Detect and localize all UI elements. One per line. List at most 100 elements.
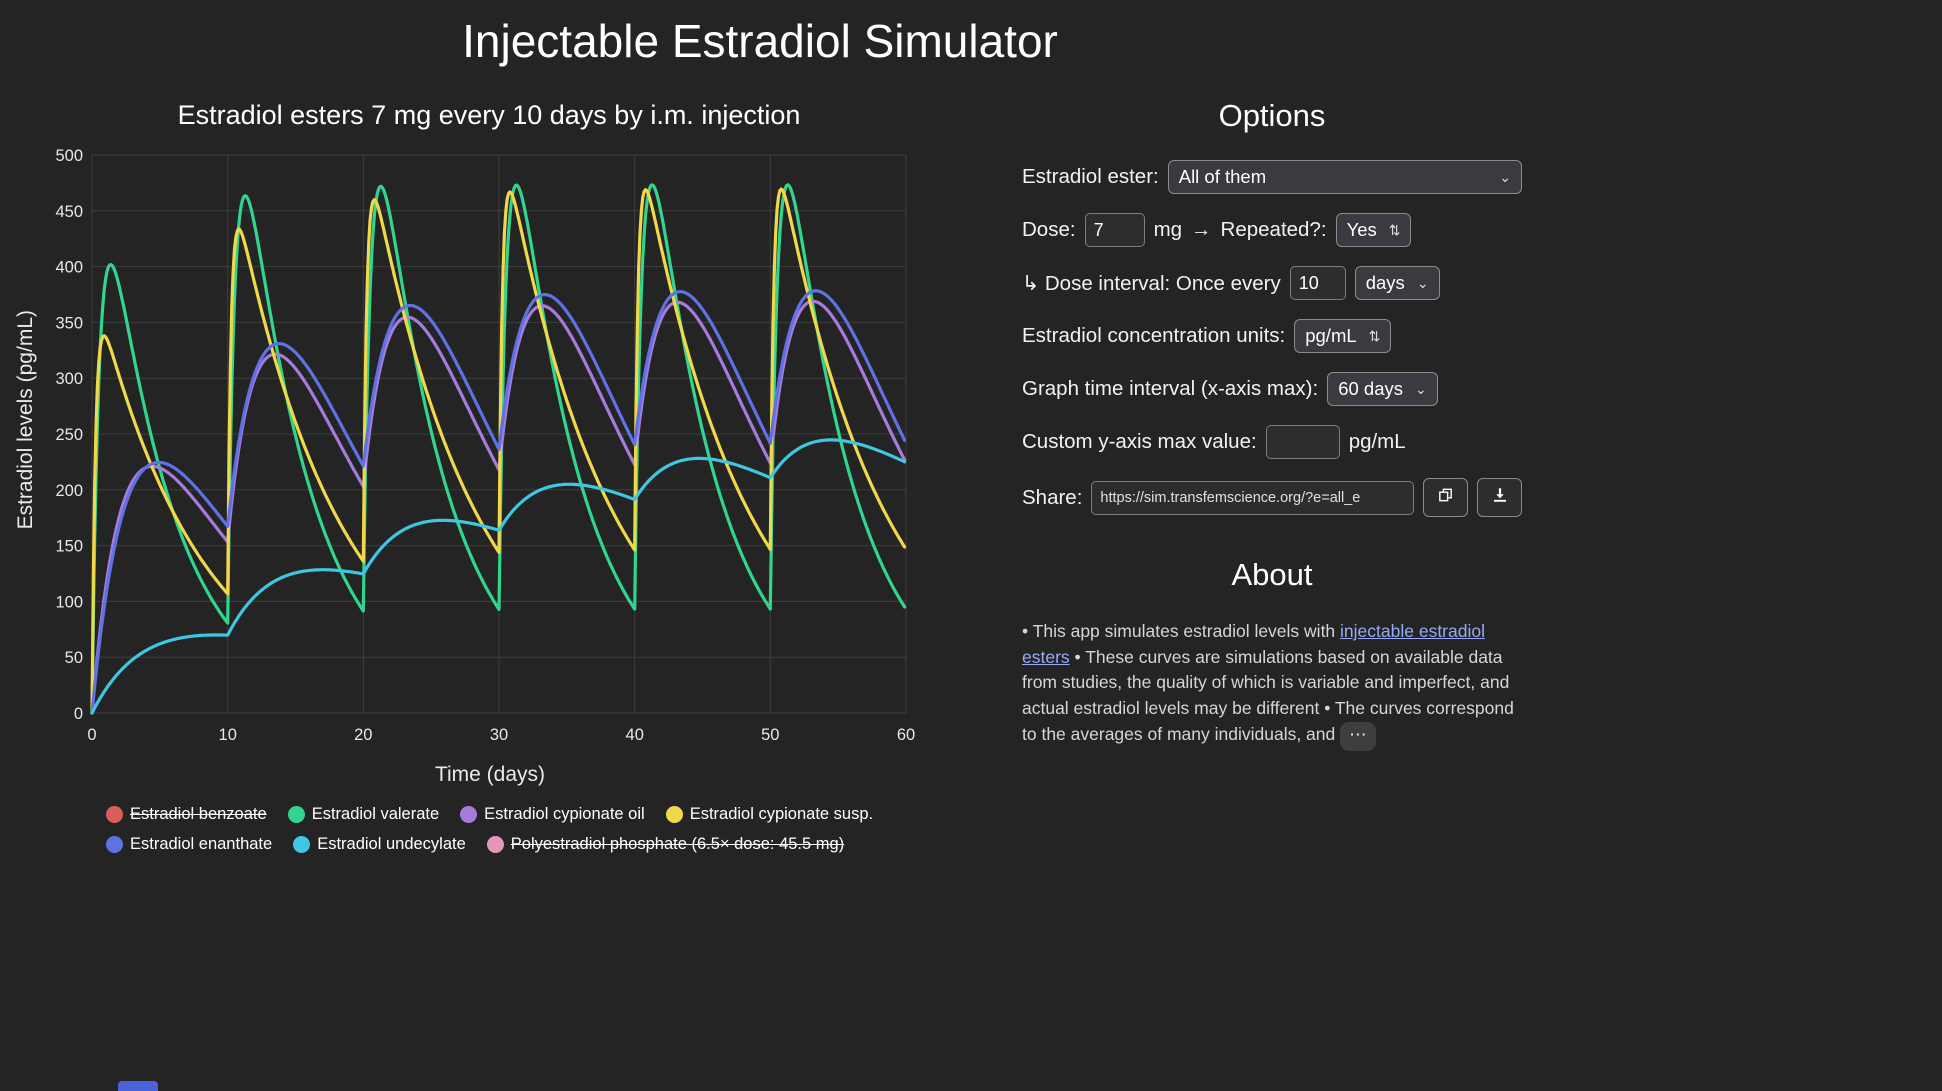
ester-label: Estradiol ester: bbox=[1022, 165, 1159, 188]
copy-link-button[interactable] bbox=[1423, 478, 1468, 517]
y-tick-label: 250 bbox=[55, 426, 83, 444]
y-tick-label: 400 bbox=[55, 259, 83, 277]
legend-label: Polyestradiol phosphate (6.5× dose: 45.5… bbox=[510, 835, 845, 853]
dose-label: Dose: bbox=[1022, 218, 1076, 241]
up-down-arrows-icon: ⇅ bbox=[1388, 221, 1401, 238]
x-tick-label: 40 bbox=[626, 726, 644, 744]
repeated-label: Repeated?: bbox=[1220, 218, 1327, 241]
y-tick-label: 350 bbox=[55, 314, 83, 332]
x-tick-label: 50 bbox=[761, 726, 779, 744]
x-tick-label: 10 bbox=[219, 726, 237, 744]
main-content: Estradiol esters 7 mg every 10 days by i… bbox=[0, 94, 1942, 865]
legend-color-dot bbox=[106, 836, 123, 853]
legend-label: Estradiol undecylate bbox=[317, 835, 466, 853]
estradiol-chart[interactable]: 0 50 100 150 200 250 300 350 400 450 500 0 10 20 30 40 5… bbox=[40, 141, 918, 759]
options-heading: Options bbox=[1218, 98, 1326, 133]
share-row: Share: bbox=[1022, 478, 1522, 517]
chart-area: Estradiol levels (pg/mL) 0 50 100 150 200 250… bbox=[14, 141, 964, 759]
dose-unit-label: mg bbox=[1153, 218, 1183, 241]
graph-interval-value: 60 days bbox=[1338, 378, 1403, 399]
legend-color-dot bbox=[460, 806, 478, 823]
legend-item-estradiol-cypionate-oil[interactable]: Estradiol cypionate oil bbox=[460, 805, 645, 824]
injectable-esters-link[interactable]: injectable estradiol esters bbox=[1022, 621, 1485, 667]
x-tick-label: 0 bbox=[87, 726, 96, 744]
legend-item-estradiol-cypionate-susp[interactable]: Estradiol cypionate susp. bbox=[665, 805, 874, 824]
units-select[interactable]: pg/mL ⇅ bbox=[1294, 319, 1392, 353]
arrow-right-icon: → bbox=[1191, 218, 1212, 241]
repeated-select-value: Yes bbox=[1346, 219, 1377, 240]
legend-color-dot bbox=[665, 806, 683, 823]
share-label: Share: bbox=[1022, 485, 1083, 509]
legend-row: Estradiol benzoate Estradiol valerate Estr… bbox=[106, 805, 964, 824]
units-row: Estradiol concentration units: pg/mL ⇅ bbox=[1022, 319, 1522, 353]
legend-item-polyestradiol-phosphate-6-5-dose-45-5-mg[interactable]: Polyestradiol phosphate (6.5× dose: 45.5… bbox=[486, 835, 845, 854]
dose-input[interactable] bbox=[1084, 213, 1145, 247]
y-tick-label: 300 bbox=[55, 370, 83, 388]
y-tick-label: 450 bbox=[55, 203, 83, 221]
ester-select[interactable]: All of them ⌄ bbox=[1167, 160, 1522, 194]
ymax-unit-label: pg/mL bbox=[1348, 430, 1406, 453]
legend-item-estradiol-enanthate[interactable]: Estradiol enanthate bbox=[106, 835, 272, 854]
share-url-input[interactable] bbox=[1091, 480, 1414, 515]
chevron-down-icon: ⌄ bbox=[1416, 274, 1429, 291]
x-tick-label: 60 bbox=[897, 726, 915, 744]
series-estradiol-cypionate-susp bbox=[90, 187, 907, 715]
legend-color-dot bbox=[486, 836, 504, 853]
y-tick-label: 500 bbox=[55, 147, 83, 165]
legend-item-estradiol-valerate[interactable]: Estradiol valerate bbox=[287, 805, 440, 824]
series-estradiol-undecylate bbox=[90, 438, 907, 715]
about-text: • This app simulates estradiol levels wi… bbox=[1022, 619, 1522, 751]
units-label: Estradiol concentration units: bbox=[1022, 324, 1286, 347]
expand-more-button[interactable]: ⋯ bbox=[1340, 721, 1376, 751]
repeated-select[interactable]: Yes ⇅ bbox=[1335, 213, 1412, 247]
units-select-value: pg/mL bbox=[1305, 325, 1357, 346]
chevron-down-icon: ⌄ bbox=[1414, 380, 1427, 397]
interval-unit-select[interactable]: days ⌄ bbox=[1354, 266, 1440, 300]
copy-icon bbox=[1437, 486, 1454, 510]
y-tick-label: 0 bbox=[74, 705, 83, 723]
ymax-label: Custom y-axis max value: bbox=[1022, 430, 1257, 453]
about-text-part1: • This app simulates estradiol levels wi… bbox=[1022, 621, 1341, 641]
x-tick-label: 30 bbox=[490, 726, 508, 744]
x-axis-label: Time (days) bbox=[434, 763, 546, 786]
graph-interval-select[interactable]: 60 days ⌄ bbox=[1327, 372, 1438, 406]
y-tick-label: 100 bbox=[55, 593, 83, 611]
dose-row: Dose: mg → Repeated?: Yes ⇅ bbox=[1022, 213, 1522, 247]
legend-row: Estradiol enanthate Estradiol undecylate P… bbox=[106, 835, 964, 854]
graph-interval-label: Graph time interval (x-axis max): bbox=[1022, 377, 1319, 400]
legend-label: Estradiol valerate bbox=[311, 805, 440, 823]
ester-select-value: All of them bbox=[1178, 166, 1267, 187]
interval-unit-value: days bbox=[1365, 272, 1405, 293]
legend-label: Estradiol benzoate bbox=[130, 805, 267, 823]
legend-label: Estradiol cypionate susp. bbox=[689, 805, 874, 823]
legend-color-dot bbox=[293, 836, 311, 853]
legend-color-dot bbox=[287, 806, 305, 823]
partially-visible-bottom-button[interactable] bbox=[118, 1081, 158, 1091]
download-button[interactable] bbox=[1477, 478, 1522, 517]
dose-interval-label: ↳ Dose interval: Once every bbox=[1022, 271, 1281, 295]
legend-item-estradiol-benzoate[interactable]: Estradiol benzoate bbox=[106, 805, 267, 824]
about-text-part2: • These curves are simulations based on … bbox=[1022, 646, 1514, 744]
chart-legend: Estradiol benzoate Estradiol valerate Estr… bbox=[106, 805, 964, 854]
chevron-down-icon: ⌄ bbox=[1499, 168, 1511, 185]
x-tick-label: 20 bbox=[354, 726, 372, 744]
y-tick-label: 150 bbox=[55, 538, 83, 556]
about-heading: About bbox=[1231, 557, 1313, 592]
graph-interval-row: Graph time interval (x-axis max): 60 day… bbox=[1022, 372, 1522, 406]
ymax-input[interactable] bbox=[1265, 425, 1340, 459]
y-tick-label: 200 bbox=[55, 482, 83, 500]
page-title: Injectable Estradiol Simulator bbox=[462, 15, 1058, 67]
dose-interval-row: ↳ Dose interval: Once every days ⌄ bbox=[1022, 266, 1522, 300]
series-estradiol-valerate bbox=[90, 183, 907, 715]
dose-interval-input[interactable] bbox=[1289, 266, 1346, 300]
chart-title: Estradiol esters 7 mg every 10 days by i… bbox=[177, 100, 801, 130]
ester-row: Estradiol ester: All of them ⌄ bbox=[1022, 160, 1522, 194]
legend-color-dot bbox=[106, 806, 123, 823]
series-estradiol-enanthate bbox=[90, 289, 907, 715]
legend-item-estradiol-undecylate[interactable]: Estradiol undecylate bbox=[293, 835, 466, 854]
y-axis-label: Estradiol levels (pg/mL) bbox=[14, 310, 37, 530]
up-down-arrows-icon: ⇅ bbox=[1368, 327, 1381, 344]
chart-section: Estradiol esters 7 mg every 10 days by i… bbox=[14, 94, 964, 865]
y-tick-label: 50 bbox=[65, 649, 83, 667]
